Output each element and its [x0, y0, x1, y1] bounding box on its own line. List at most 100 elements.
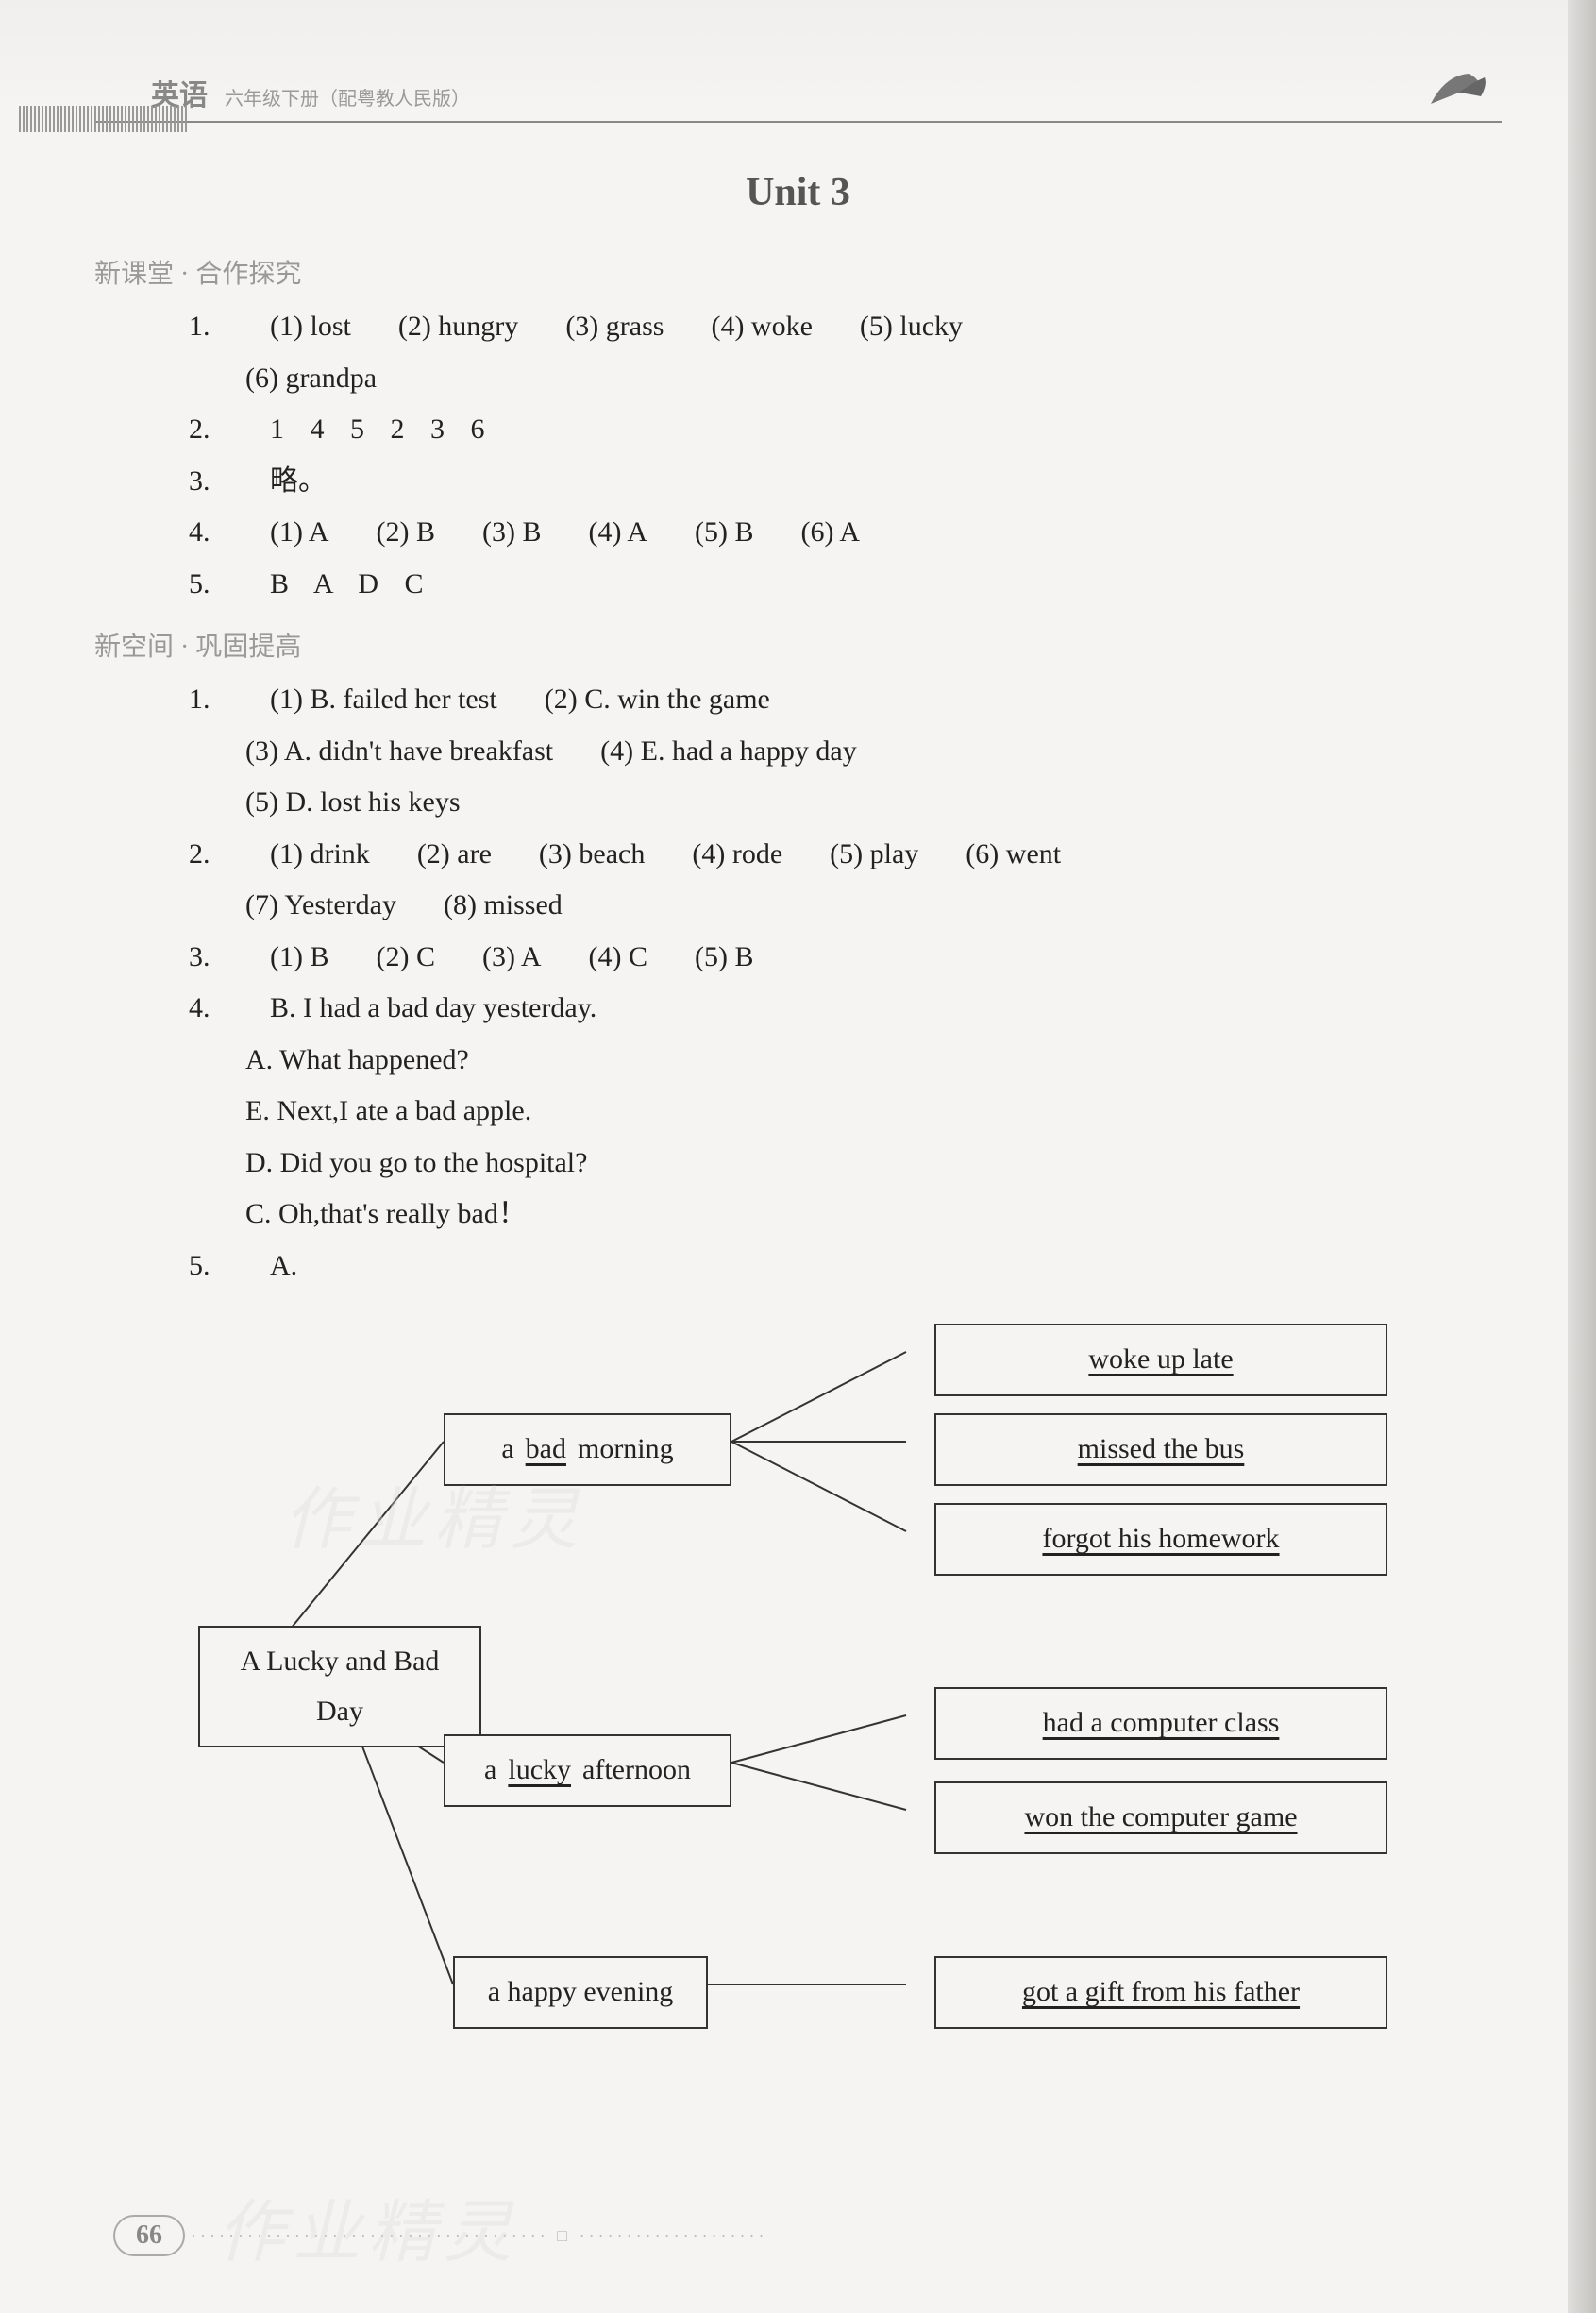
- answer-item: (4) A: [589, 508, 648, 558]
- leaf-text: forgot his homework: [966, 1514, 1354, 1564]
- q-num: 1.: [189, 302, 223, 352]
- answer-line: A. What happened?: [245, 1036, 469, 1086]
- txt: a: [484, 1746, 496, 1796]
- q-num: 4.: [189, 508, 223, 558]
- diagram-leaf: forgot his homework: [934, 1503, 1387, 1576]
- diagram-leaf: won the computer game: [934, 1781, 1387, 1854]
- q-num: 3.: [189, 933, 223, 983]
- diagram-root-text: A Lucky and Bad Day: [219, 1637, 461, 1736]
- answer-text: 1 4 5 2 3 6: [270, 405, 485, 455]
- page-footer: 66 ·····································…: [113, 2215, 768, 2256]
- answer-item: (3) grass: [565, 302, 664, 352]
- leaf-text: had a computer class: [967, 1698, 1355, 1748]
- answer-item: (5) B: [695, 508, 754, 558]
- q2-line: 2. 1 4 5 2 3 6: [189, 405, 1502, 455]
- answer-item: (2) C. win the game: [545, 675, 770, 725]
- answer-item: (1) B. failed her test: [270, 675, 497, 725]
- answer-item: (3) beach: [539, 830, 645, 880]
- s2q2-line1: 2. (1) drink (2) are (3) beach (4) rode …: [189, 830, 1502, 880]
- answer-item: (2) C: [377, 933, 436, 983]
- answer-item: (5) play: [830, 830, 918, 880]
- txt: morning: [578, 1425, 674, 1475]
- q-num: 1.: [189, 675, 223, 725]
- section1-content: 1. (1) lost (2) hungry (3) grass (4) wok…: [189, 302, 1502, 609]
- answer-item: (4) C: [589, 933, 648, 983]
- s2q4-line3: E. Next,I ate a bad apple.: [245, 1087, 1502, 1137]
- q3-line: 3. 略。: [189, 457, 1502, 507]
- answer-item: (1) B: [270, 933, 329, 983]
- fill-in: lucky: [496, 1746, 582, 1796]
- right-edge-shadow: [1568, 0, 1596, 2313]
- answer-line: D. Did you go to the hospital?: [245, 1139, 587, 1189]
- section2-content: 1. (1) B. failed her test (2) C. win the…: [189, 675, 1502, 2046]
- q-num: 5.: [189, 560, 223, 610]
- answer-item: (5) B: [695, 933, 754, 983]
- q1-line1: 1. (1) lost (2) hungry (3) grass (4) wok…: [189, 302, 1502, 352]
- s2q2-line2: (7) Yesterday (8) missed: [245, 881, 1502, 931]
- answer-item: (5) D. lost his keys: [245, 778, 461, 828]
- answer-text: B A D C: [270, 560, 424, 610]
- txt: afternoon: [582, 1746, 691, 1796]
- txt: a: [501, 1425, 513, 1475]
- diagram-leaf: woke up late: [934, 1324, 1387, 1396]
- answer-item: (3) B: [482, 508, 542, 558]
- footer-dots: ······································ □…: [191, 2226, 768, 2246]
- txt: a happy evening: [488, 1967, 674, 2018]
- answer-item: (2) hungry: [398, 302, 518, 352]
- q4-line: 4. (1) A (2) B (3) B (4) A (5) B (6) A: [189, 508, 1502, 558]
- q1-line2: (6) grandpa: [245, 354, 1502, 404]
- answer-item: (4) E. had a happy day: [600, 727, 857, 777]
- q-num: 3.: [189, 457, 223, 507]
- s2q1-line1: 1. (1) B. failed her test (2) C. win the…: [189, 675, 1502, 725]
- answer-item: (5) lucky: [860, 302, 963, 352]
- s2q3-line: 3. (1) B (2) C (3) A (4) C (5) B: [189, 933, 1502, 983]
- answer-text: 略。: [270, 457, 327, 507]
- s2q5-line: 5. A.: [189, 1241, 1502, 1292]
- answer-item: (3) A. didn't have breakfast: [245, 727, 553, 777]
- leaf-text: woke up late: [994, 1335, 1327, 1385]
- answer-item: (1) A: [270, 508, 329, 558]
- answer-line: B. I had a bad day yesterday.: [270, 984, 596, 1034]
- page-number: 66: [113, 2215, 185, 2256]
- barcode-decoration: [19, 106, 189, 132]
- unit-title: Unit 3: [94, 170, 1502, 215]
- q-num: 5.: [189, 1241, 223, 1292]
- diagram-leaf: had a computer class: [934, 1687, 1387, 1760]
- answer-item: (6) went: [966, 830, 1061, 880]
- q-num: 4.: [189, 984, 223, 1034]
- s2q4-line2: A. What happened?: [245, 1036, 1502, 1086]
- answer-item: (4) rode: [692, 830, 782, 880]
- concept-diagram: A Lucky and Bad Day a bad morning a luck…: [170, 1319, 1538, 2046]
- answer-item: (7) Yesterday: [245, 881, 396, 931]
- s2q1-line3: (5) D. lost his keys: [245, 778, 1502, 828]
- page: 英语 六年级下册（配粤教人民版） Unit 3 新课堂 · 合作探究 1. (1…: [0, 0, 1596, 2313]
- diagram-mid-morning: a bad morning: [444, 1413, 731, 1486]
- diagram-root: A Lucky and Bad Day: [198, 1626, 481, 1747]
- answer-item: (8) missed: [444, 881, 563, 931]
- page-header: 英语 六年级下册（配粤教人民版）: [94, 38, 1502, 123]
- answer-item: (1) lost: [270, 302, 351, 352]
- diagram-leaf: got a gift from his father: [934, 1956, 1387, 2029]
- diagram-mid-evening: a happy evening: [453, 1956, 708, 2029]
- answer-item: (1) drink: [270, 830, 370, 880]
- leaf-text: missed the bus: [983, 1425, 1339, 1475]
- answer-item: (3) A: [482, 933, 542, 983]
- diagram-leaf: missed the bus: [934, 1413, 1387, 1486]
- section2-label: 新空间 · 巩固提高: [94, 626, 1502, 664]
- fill-in: bad: [514, 1425, 578, 1475]
- leaf-text: got a gift from his father: [975, 1967, 1347, 2018]
- s2q4-line5: C. Oh,that's really bad！: [245, 1190, 1502, 1240]
- answer-item: (6) A: [801, 508, 861, 558]
- q-num: 2.: [189, 405, 223, 455]
- diagram-mid-afternoon: a lucky afternoon: [444, 1734, 731, 1807]
- s2q4-line1: 4. B. I had a bad day yesterday.: [189, 984, 1502, 1034]
- s2q1-line2: (3) A. didn't have breakfast (4) E. had …: [245, 727, 1502, 777]
- answer-item: (6) grandpa: [245, 354, 377, 404]
- answer-item: (2) are: [417, 830, 492, 880]
- leaf-icon: [1417, 66, 1492, 113]
- q5-line: 5. B A D C: [189, 560, 1502, 610]
- q-num: 2.: [189, 830, 223, 880]
- header-subtitle: 六年级下册（配粤教人民版）: [225, 83, 470, 110]
- answer-letter: A.: [270, 1241, 297, 1292]
- s2q4-line4: D. Did you go to the hospital?: [245, 1139, 1502, 1189]
